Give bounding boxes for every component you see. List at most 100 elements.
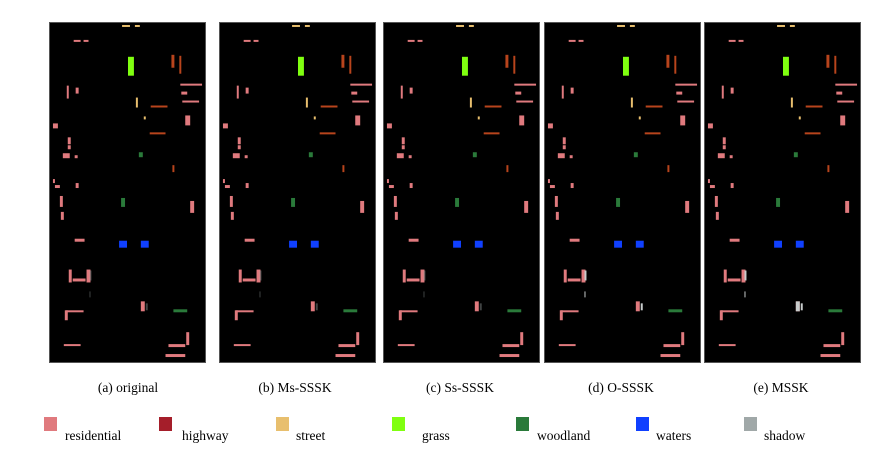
patch-residential: [560, 310, 579, 313]
patch-woodland: [121, 197, 126, 207]
patch-shadow: [744, 291, 746, 298]
patch-woodland: [633, 152, 638, 158]
patch-residential: [835, 83, 858, 86]
patch-residential: [60, 211, 64, 220]
panel-d-map: [544, 22, 701, 363]
map-e: [707, 24, 858, 358]
patch-residential: [75, 183, 79, 189]
patch-residential: [409, 87, 413, 94]
patch-woodland: [776, 197, 781, 207]
patch-highway: [149, 132, 166, 135]
patch-residential: [351, 91, 358, 95]
patch-residential: [408, 238, 419, 242]
patch-street: [292, 24, 300, 27]
patch-residential: [723, 269, 727, 283]
patch-highway: [179, 55, 182, 74]
patch-shadow: [584, 291, 586, 298]
patch-residential: [67, 145, 71, 150]
patch-residential: [570, 87, 574, 94]
patch-residential: [237, 137, 241, 145]
patch-residential: [310, 301, 315, 312]
patch-residential: [394, 211, 398, 220]
patch-street: [468, 24, 474, 27]
patch-residential: [715, 211, 719, 220]
patch-residential: [635, 301, 640, 312]
patch-woodland: [616, 197, 621, 207]
patch-residential: [578, 39, 584, 42]
panel-b-map: [219, 22, 376, 363]
patch-street: [122, 24, 130, 27]
patch-residential: [186, 332, 190, 346]
patch-residential: [397, 344, 415, 347]
patch-residential: [253, 39, 259, 42]
patch-residential: [396, 153, 404, 159]
patch-residential: [400, 85, 403, 99]
map-c: [386, 24, 537, 358]
patch-street: [456, 24, 464, 27]
patch-waters: [119, 240, 128, 248]
patch-residential: [245, 183, 249, 189]
patch-residential: [243, 39, 251, 42]
patch-residential: [232, 153, 240, 159]
caption-a: (a) original: [97, 380, 159, 395]
patch-highway: [505, 54, 509, 68]
patch-residential: [360, 200, 365, 213]
patch-residential: [64, 310, 68, 321]
patch-shadow: [744, 270, 747, 281]
patch-residential: [569, 155, 573, 159]
legend-swatch-waters: [636, 417, 649, 431]
patch-residential: [516, 100, 534, 103]
patch-residential: [675, 83, 698, 86]
legend-label-highway: highway: [182, 428, 229, 443]
patch-residential: [524, 200, 529, 213]
patch-residential: [190, 200, 195, 213]
patch-shadow: [145, 303, 148, 311]
patch-residential: [720, 310, 739, 313]
patch-residential: [554, 195, 558, 207]
panel-e-map: [704, 22, 861, 363]
patch-residential: [399, 310, 418, 313]
patch-highway: [805, 105, 823, 108]
patch-shadow: [259, 291, 261, 298]
legend-swatch-woodland: [516, 417, 529, 431]
patch-waters: [289, 240, 298, 248]
patch-residential: [386, 179, 389, 184]
patch-highway: [150, 105, 168, 108]
patch-residential: [350, 83, 373, 86]
patch-residential: [741, 269, 746, 283]
patch-residential: [681, 332, 685, 346]
patch-street: [135, 97, 138, 108]
patch-residential: [393, 195, 397, 207]
caption-d: (d) O-SSSK: [588, 380, 654, 395]
patch-shadow: [795, 301, 800, 312]
patch-residential: [722, 137, 726, 145]
patch-residential: [398, 310, 402, 321]
patch-shadow: [584, 270, 587, 281]
patch-shadow: [259, 270, 262, 281]
patch-residential: [165, 354, 186, 358]
patch-waters: [310, 240, 319, 248]
patch-residential: [727, 278, 741, 282]
patch-highway: [342, 165, 345, 173]
caption-b: (b) Ms-SSSK: [258, 380, 332, 395]
patch-residential: [408, 155, 412, 159]
patch-residential: [840, 115, 846, 126]
patch-residential: [54, 185, 60, 189]
patch-shadow: [479, 303, 482, 311]
patch-residential: [355, 115, 361, 126]
patch-residential: [72, 278, 86, 282]
panel-a-map: [49, 22, 206, 363]
patch-residential: [845, 200, 850, 213]
patch-residential: [738, 39, 744, 42]
patch-street: [790, 97, 793, 108]
patch-residential: [229, 195, 233, 207]
patch-residential: [182, 100, 200, 103]
patch-residential: [717, 153, 725, 159]
patch-highway: [506, 165, 509, 173]
patch-waters: [140, 240, 149, 248]
patch-residential: [502, 344, 520, 348]
patch-residential: [562, 137, 566, 145]
patch-residential: [356, 332, 360, 346]
patch-street: [798, 116, 801, 120]
patch-residential: [718, 344, 736, 347]
